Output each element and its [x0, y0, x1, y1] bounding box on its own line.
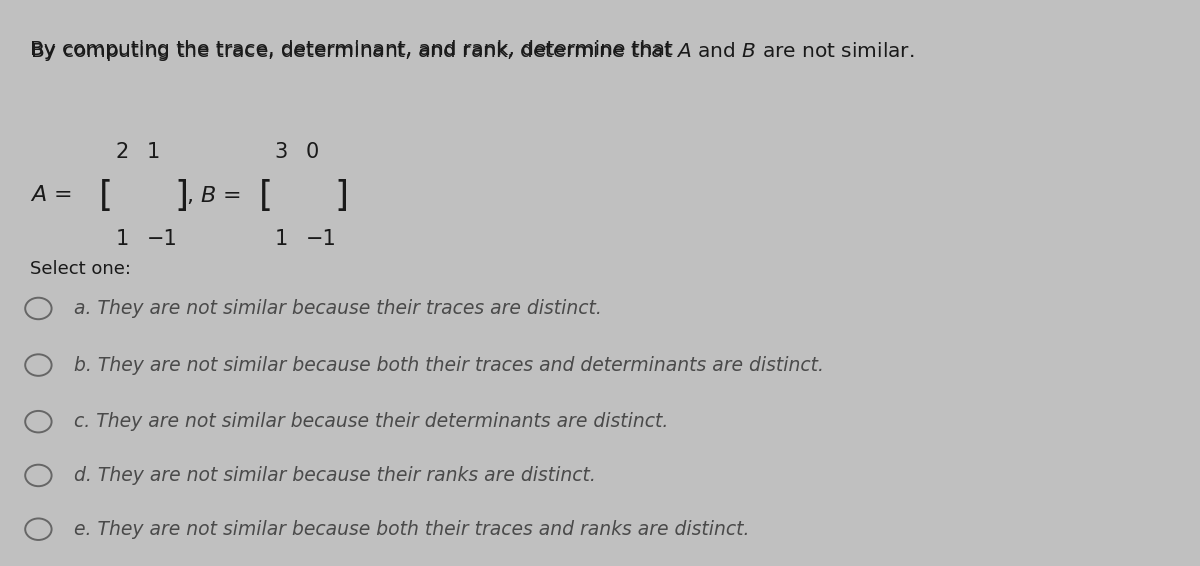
Text: −1: −1	[146, 229, 178, 249]
Text: $\left[\right.$: $\left[\right.$	[98, 177, 112, 213]
Text: , $B$ =: , $B$ =	[186, 185, 241, 206]
Text: b. They are not similar because both their traces and determinants are distinct.: b. They are not similar because both the…	[74, 355, 824, 375]
Text: $\left[\right.$: $\left[\right.$	[258, 177, 271, 213]
Text: 1: 1	[146, 142, 160, 161]
Text: $\left.\right]$: $\left.\right]$	[334, 177, 347, 213]
Text: By computing the trace, determinant, and rank, determine that: By computing the trace, determinant, and…	[30, 40, 679, 59]
Text: a. They are not similar because their traces are distinct.: a. They are not similar because their tr…	[74, 299, 602, 318]
Text: 1: 1	[115, 229, 128, 249]
Text: 3: 3	[275, 142, 288, 161]
Text: −1: −1	[306, 229, 337, 249]
Text: $\left.\right]$: $\left.\right]$	[174, 177, 187, 213]
Text: Select one:: Select one:	[30, 260, 131, 278]
Text: 1: 1	[275, 229, 288, 249]
Text: 0: 0	[306, 142, 319, 161]
Text: c. They are not similar because their determinants are distinct.: c. They are not similar because their de…	[74, 412, 668, 431]
Text: 2: 2	[115, 142, 128, 161]
Text: e. They are not similar because both their traces and ranks are distinct.: e. They are not similar because both the…	[74, 520, 750, 539]
Text: d. They are not similar because their ranks are distinct.: d. They are not similar because their ra…	[74, 466, 596, 485]
Text: By computing the trace, determinant, and rank, determine that $A$ and $B$ are no: By computing the trace, determinant, and…	[30, 40, 914, 63]
Text: $A$ =: $A$ =	[30, 185, 72, 205]
